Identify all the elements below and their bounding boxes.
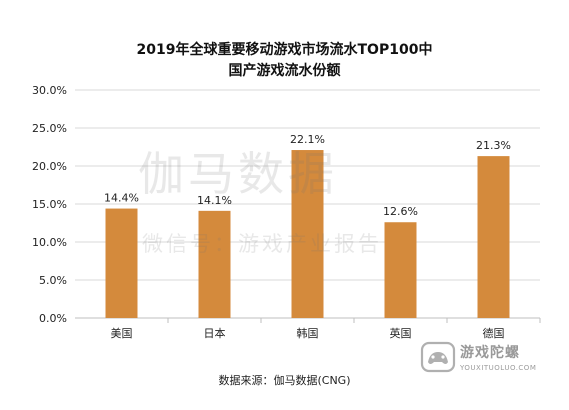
- data-label: 14.1%: [197, 194, 232, 207]
- logo-url: YOUXITUOLUO.COM: [460, 364, 537, 372]
- data-label: 21.3%: [476, 139, 511, 152]
- chart-title-line1: 2019年全球重要移动游戏市场流水TOP100中: [136, 42, 433, 58]
- bar: [384, 222, 417, 318]
- chart-title-line2: 国产游戏流水份额: [228, 63, 341, 79]
- data-label: 12.6%: [383, 205, 418, 218]
- y-tick-label: 10.0%: [32, 236, 67, 249]
- brand-logo: 游戏陀螺 YOUXITUOLUO.COM: [420, 336, 560, 386]
- bar: [198, 210, 231, 318]
- bar: [477, 156, 510, 318]
- x-tick-label: 日本: [204, 326, 226, 340]
- data-label: 22.1%: [290, 133, 325, 146]
- x-tick-label: 美国: [111, 327, 133, 340]
- x-tick-label: 韩国: [297, 326, 319, 340]
- bar: [291, 150, 324, 318]
- y-tick-label: 15.0%: [32, 198, 67, 211]
- gamepad-logo-icon: [420, 341, 456, 373]
- y-tick-label: 30.0%: [32, 84, 67, 97]
- chart-title: 2019年全球重要移动游戏市场流水TOP100中 国产游戏流水份额: [0, 40, 569, 82]
- x-tick-label: 英国: [390, 326, 412, 340]
- x-tick-label: 德国: [483, 326, 505, 340]
- y-tick-label: 0.0%: [39, 312, 67, 325]
- y-tick-label: 5.0%: [39, 274, 67, 287]
- source-note: 数据来源：伽马数据(CNG): [218, 374, 351, 387]
- y-tick-label: 25.0%: [32, 122, 67, 135]
- y-tick-label: 20.0%: [32, 160, 67, 173]
- bar: [105, 208, 138, 318]
- logo-name: 游戏陀螺: [460, 345, 520, 361]
- data-label: 14.4%: [104, 192, 139, 205]
